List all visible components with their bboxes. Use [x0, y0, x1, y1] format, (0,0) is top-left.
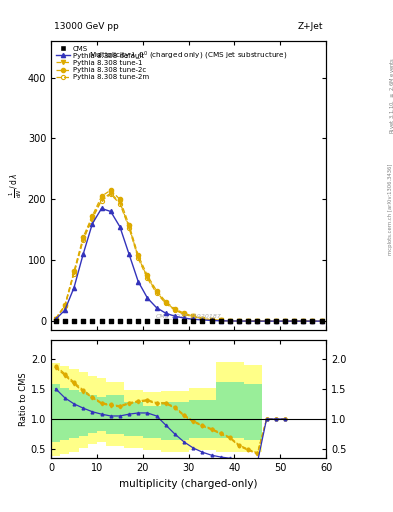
Point [62, 317, 68, 325]
X-axis label: multiplicity (charged-only): multiplicity (charged-only) [119, 479, 258, 488]
Point [227, 317, 233, 325]
Point [98, 317, 105, 325]
Point [89, 317, 95, 325]
Point [153, 317, 160, 325]
Point [300, 317, 307, 325]
Point [144, 317, 151, 325]
Point [263, 317, 270, 325]
Text: Multiplicity $\lambda\_0^0$ (charged only) (CMS jet substructure): Multiplicity $\lambda\_0^0$ (charged onl… [90, 50, 288, 62]
Text: Rivet 3.1.10, $\geq$ 2.6M events: Rivet 3.1.10, $\geq$ 2.6M events [388, 56, 393, 134]
Point [190, 317, 196, 325]
Point [80, 317, 86, 325]
Point [71, 317, 77, 325]
Point [254, 317, 261, 325]
Legend: CMS, Pythia 8.308 default, Pythia 8.308 tune-1, Pythia 8.308 tune-2c, Pythia 8.3: CMS, Pythia 8.308 default, Pythia 8.308 … [55, 45, 150, 81]
Point [282, 317, 288, 325]
Point [108, 317, 114, 325]
Text: Z+Jet: Z+Jet [298, 22, 323, 31]
Point [291, 317, 297, 325]
Y-axis label: $\mathrm{d}^2N$
$\mathrm{d}\,p\;\mathrm{d}\,\lambda$

$\frac{1}{\mathrm{d}N}\,/\: $\mathrm{d}^2N$ $\mathrm{d}\,p\;\mathrm{… [0, 173, 24, 198]
Point [163, 317, 169, 325]
Y-axis label: Ratio to CMS: Ratio to CMS [19, 373, 28, 426]
Text: CMS_2021_I1920187: CMS_2021_I1920187 [156, 313, 222, 318]
Point [236, 317, 242, 325]
Text: mcplots.cern.ch [arXiv:1306.3436]: mcplots.cern.ch [arXiv:1306.3436] [388, 164, 393, 255]
Point [208, 317, 215, 325]
Text: 13000 GeV pp: 13000 GeV pp [54, 22, 119, 31]
Point [199, 317, 206, 325]
Point [135, 317, 141, 325]
Point [172, 317, 178, 325]
Point [273, 317, 279, 325]
Point [218, 317, 224, 325]
Point [181, 317, 187, 325]
Point [117, 317, 123, 325]
Point [126, 317, 132, 325]
Point [245, 317, 252, 325]
Point [53, 317, 59, 325]
Point [309, 317, 316, 325]
Point [318, 317, 325, 325]
